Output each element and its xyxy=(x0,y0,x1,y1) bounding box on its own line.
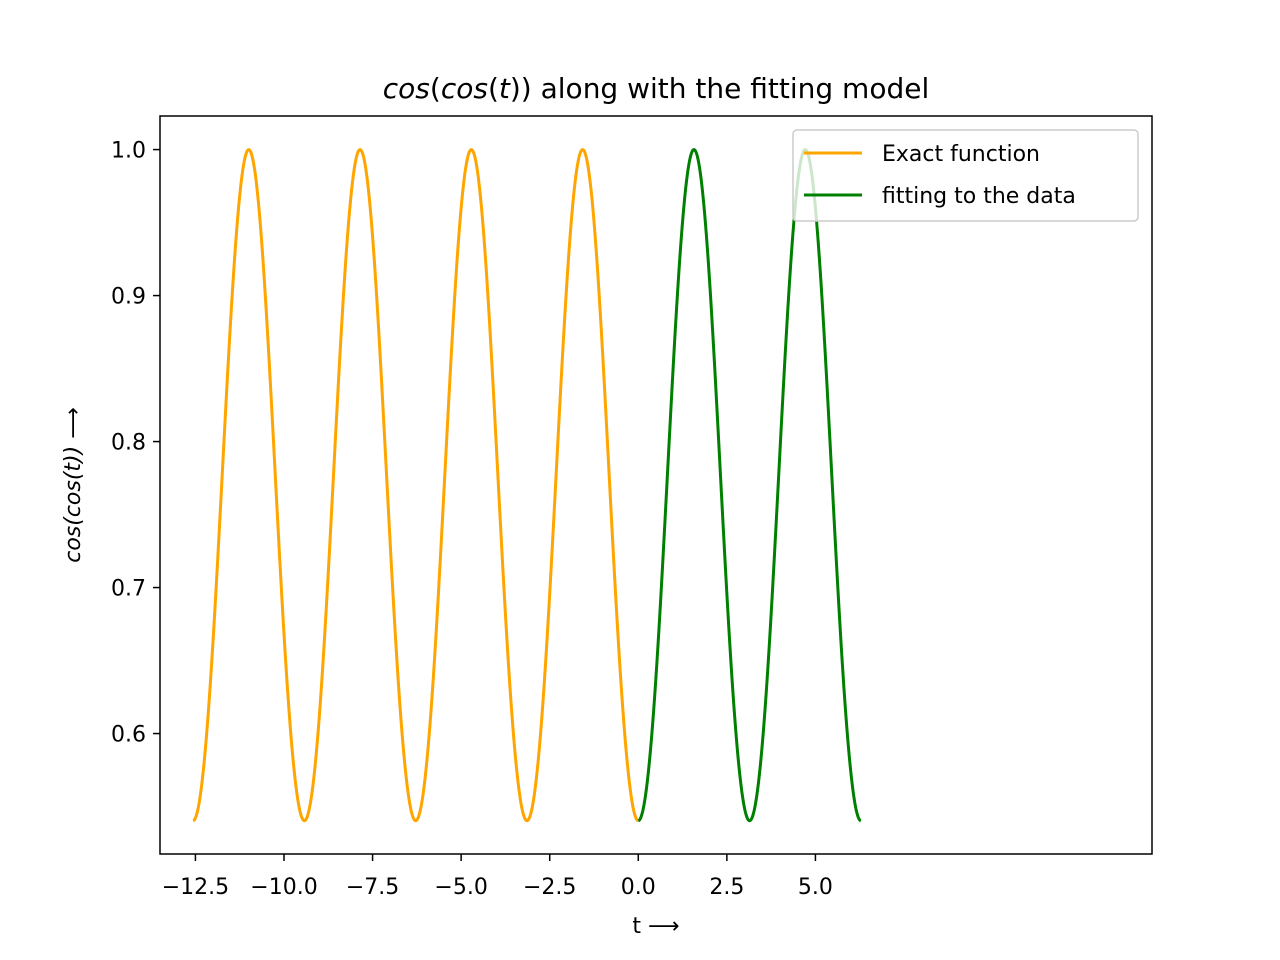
legend-label: fitting to the data xyxy=(882,184,1076,209)
y-tick-label: 0.8 xyxy=(111,431,146,456)
x-tick-label: −12.5 xyxy=(162,875,229,900)
x-tick-label: 0.0 xyxy=(621,875,656,900)
y-tick-label: 0.7 xyxy=(111,577,146,602)
x-tick-label: −5.0 xyxy=(434,875,487,900)
y-tick-label: 0.9 xyxy=(111,285,146,310)
x-tick-label: 2.5 xyxy=(709,875,744,900)
legend-box xyxy=(792,129,1139,222)
y-axis-ticks: 0.6 0.7 0.8 0.9 1.0 xyxy=(111,139,160,748)
y-axis-label: cos(cos(t)) ⟶ xyxy=(61,407,86,563)
y-tick-label: 1.0 xyxy=(111,139,146,164)
x-tick-label: −2.5 xyxy=(523,875,576,900)
series-line-exact-function xyxy=(192,148,640,823)
chart-title: cos(cos(t)) along with the fitting model xyxy=(383,72,930,105)
x-tick-label: −7.5 xyxy=(346,875,399,900)
x-axis-ticks: −12.5 −10.0 −7.5 −5.0 −2.5 0.0 2.5 5.0 xyxy=(162,854,833,900)
plot-area xyxy=(192,148,862,823)
legend-label: Exact function xyxy=(882,142,1040,167)
x-axis-label: t ⟶ xyxy=(632,914,679,939)
series-line-fitting-to-data xyxy=(637,148,862,823)
x-tick-label: −10.0 xyxy=(250,875,317,900)
axes-frame xyxy=(159,115,1153,855)
legend: Exact function fitting to the data xyxy=(792,129,1139,222)
x-tick-label: 5.0 xyxy=(798,875,833,900)
y-tick-label: 0.6 xyxy=(111,723,146,748)
